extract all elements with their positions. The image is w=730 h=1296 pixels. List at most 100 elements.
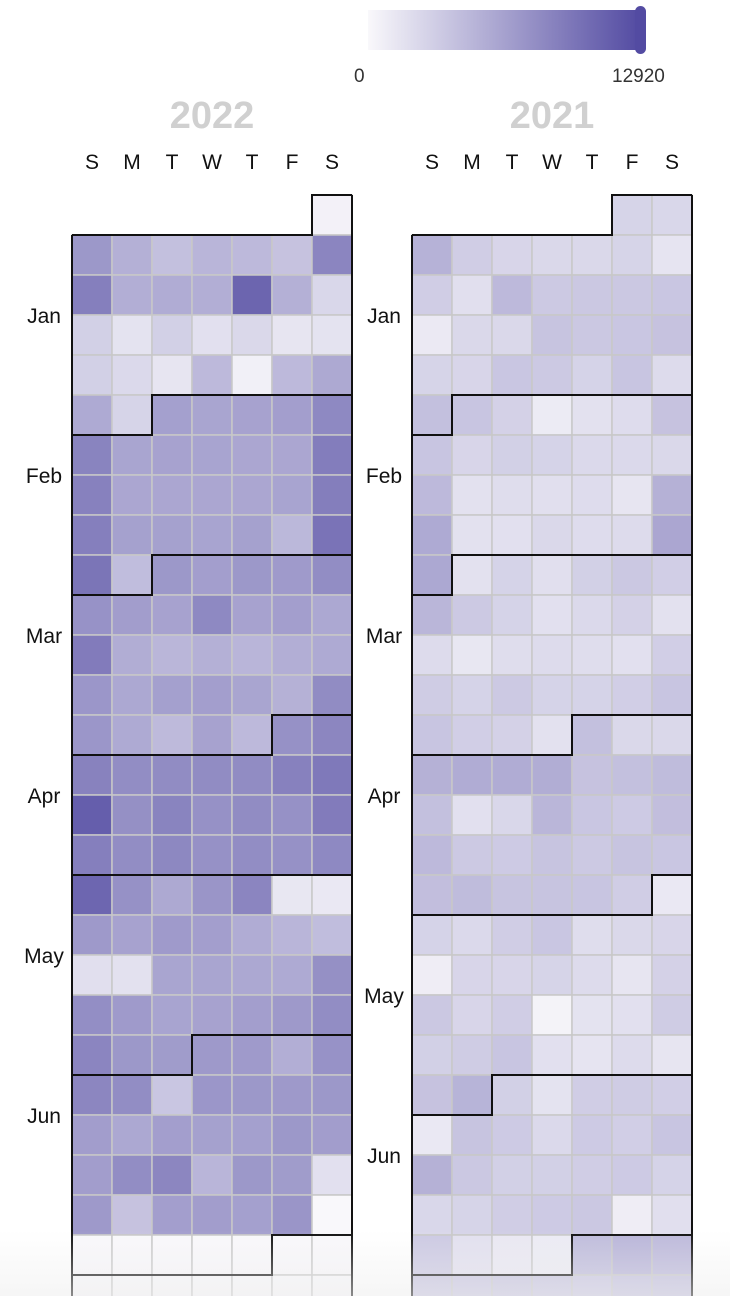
month-label: Jan — [367, 305, 401, 328]
month-boundary — [72, 1034, 352, 1076]
day-cell — [151, 1274, 193, 1296]
day-cell — [571, 674, 613, 716]
day-cell — [571, 1114, 613, 1156]
day-cell — [311, 1074, 353, 1116]
day-cell — [191, 354, 233, 396]
month-label: Feb — [366, 465, 402, 488]
weekday-label: S — [85, 151, 99, 174]
day-cell — [111, 354, 153, 396]
weekday-label: T — [586, 151, 599, 174]
day-cell — [271, 1114, 313, 1156]
day-cell — [531, 1114, 573, 1156]
day-cell — [231, 1234, 273, 1276]
day-cell — [111, 1274, 153, 1296]
day-cell — [191, 954, 233, 996]
day-cell — [451, 1234, 493, 1276]
day-cell — [451, 1194, 493, 1236]
day-cell — [151, 794, 193, 836]
day-cell — [191, 1274, 233, 1296]
day-cell — [311, 394, 353, 436]
day-cell — [151, 674, 193, 716]
day-cell — [531, 354, 573, 396]
weekday-label: T — [246, 151, 259, 174]
day-cell — [611, 554, 653, 596]
day-cell — [271, 874, 313, 916]
day-cell — [191, 1154, 233, 1196]
day-cell — [411, 674, 453, 716]
day-cell — [571, 794, 613, 836]
day-cell — [71, 274, 113, 316]
day-cell — [111, 754, 153, 796]
day-cell — [651, 274, 693, 316]
month-label: Feb — [26, 465, 62, 488]
day-cell — [491, 874, 533, 916]
month-label: Mar — [26, 625, 62, 648]
day-cell — [611, 234, 653, 276]
day-cell — [231, 954, 273, 996]
day-cell — [571, 754, 613, 796]
day-cell — [571, 634, 613, 676]
day-cell — [651, 594, 693, 636]
day-cell — [191, 554, 233, 596]
day-cell — [451, 914, 493, 956]
day-cell — [531, 234, 573, 276]
day-cell — [71, 634, 113, 676]
month-label: May — [24, 945, 64, 968]
month-boundary — [412, 394, 692, 436]
day-cell — [311, 594, 353, 636]
day-cell — [531, 1234, 573, 1276]
day-cell — [611, 394, 653, 436]
day-cell — [651, 194, 693, 236]
day-cell — [311, 314, 353, 356]
day-cell — [411, 434, 453, 476]
legend-slider-handle[interactable] — [635, 6, 646, 54]
day-cell — [531, 954, 573, 996]
day-cell — [71, 314, 113, 356]
day-cell — [651, 754, 693, 796]
day-cell — [451, 634, 493, 676]
day-cell — [111, 874, 153, 916]
day-cell — [231, 514, 273, 556]
day-cell — [531, 994, 573, 1036]
day-cell — [411, 514, 453, 556]
month-label: Apr — [28, 785, 61, 808]
day-cell — [651, 1194, 693, 1236]
day-cell — [451, 994, 493, 1036]
day-cell — [111, 274, 153, 316]
day-cell — [451, 1074, 493, 1116]
day-cell — [491, 714, 533, 756]
day-cell — [531, 714, 573, 756]
day-cell — [111, 1234, 153, 1276]
day-cell — [271, 314, 313, 356]
day-cell — [451, 314, 493, 356]
day-cell — [271, 754, 313, 796]
day-cell — [191, 274, 233, 316]
day-cell — [231, 234, 273, 276]
day-cell — [111, 1114, 153, 1156]
day-cell — [271, 434, 313, 476]
day-cell — [451, 874, 493, 916]
day-cell — [651, 1154, 693, 1196]
day-cell — [411, 1274, 453, 1296]
day-cell — [651, 1114, 693, 1156]
day-cell — [111, 234, 153, 276]
day-cell — [611, 354, 653, 396]
day-cell — [71, 674, 113, 716]
day-cell — [151, 594, 193, 636]
day-cell — [451, 394, 493, 436]
day-cell — [491, 1194, 533, 1236]
day-cell — [111, 1154, 153, 1196]
day-cell — [191, 514, 233, 556]
day-cell — [451, 234, 493, 276]
day-cell — [151, 954, 193, 996]
month-label: Jun — [27, 1105, 61, 1128]
day-cell — [151, 1114, 193, 1156]
day-cell — [491, 314, 533, 356]
day-cell — [111, 434, 153, 476]
day-cell — [111, 314, 153, 356]
day-cell — [271, 714, 313, 756]
day-cell — [411, 394, 453, 436]
month-label: Apr — [368, 785, 401, 808]
day-cell — [271, 794, 313, 836]
day-cell — [231, 834, 273, 876]
